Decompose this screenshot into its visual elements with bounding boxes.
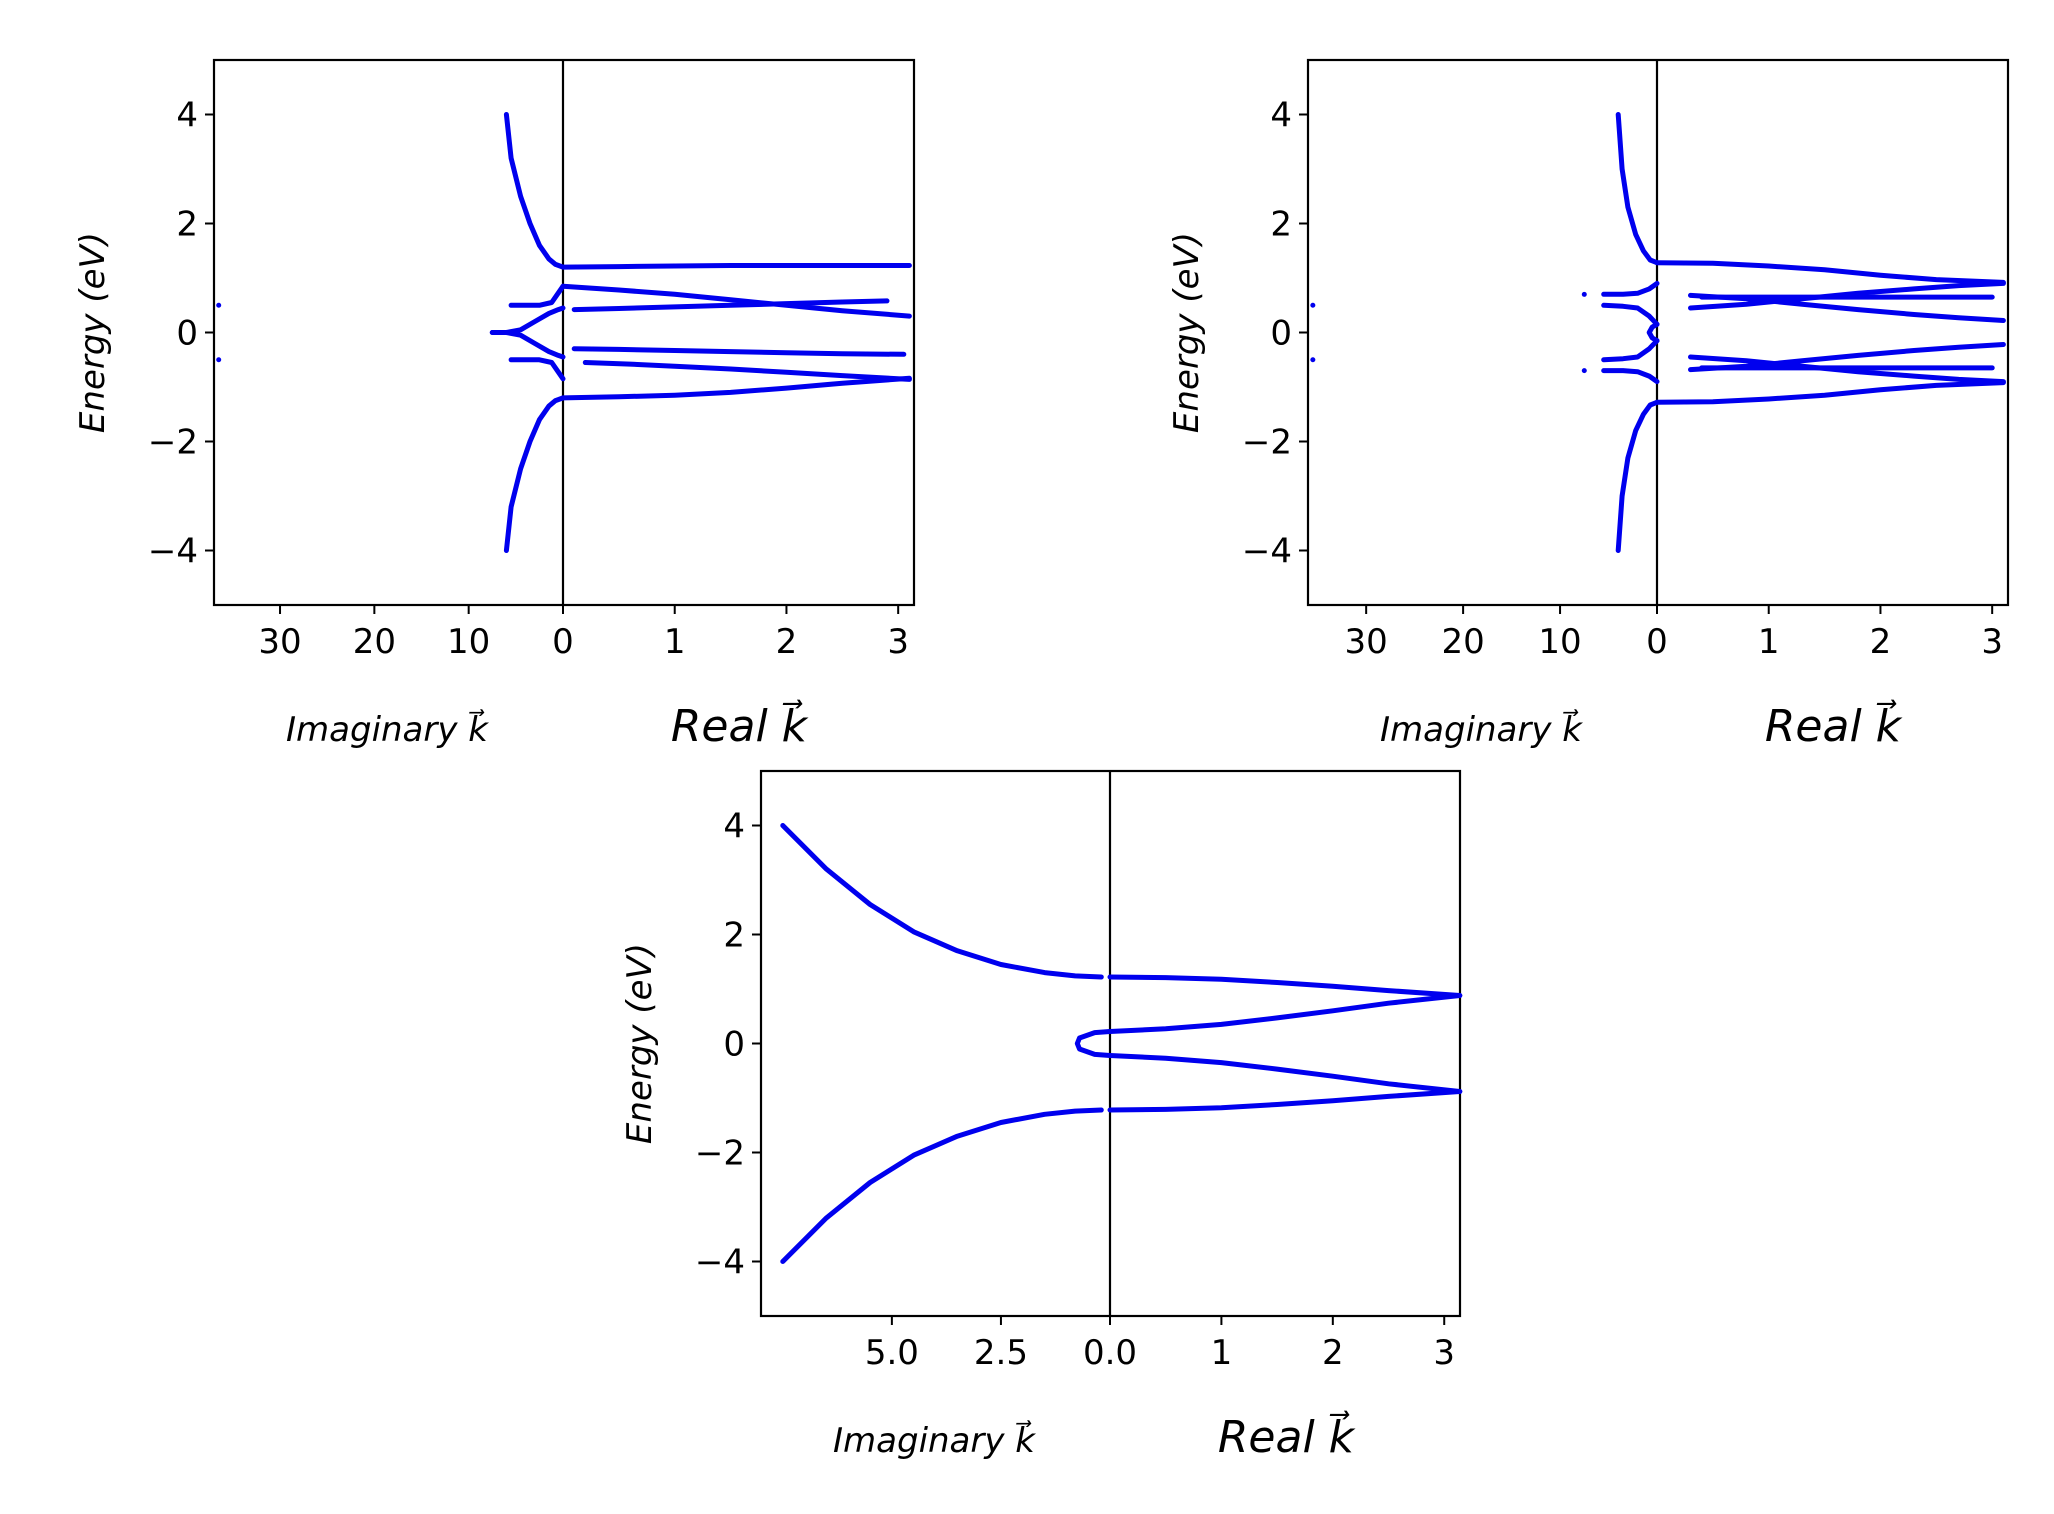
panel-top-left: −4 −2 0 2 4 30 20 10 0 1 2 3 Energy (eV) Imaginary k⃗… [73, 58, 916, 752]
imag-series-line-6 [1646, 321, 1660, 344]
y-tick-label: −2 [1242, 423, 1292, 463]
imag-series-line-0 [1615, 112, 1660, 266]
imag-x-tick-label: 20 [1441, 622, 1484, 662]
panel-bottom: −4 −2 0 2 4 5.0 2.5 0.0 1 2 3 Energy (eV) Imaginary … [620, 769, 1463, 1463]
y-tick-label: −4 [148, 532, 198, 572]
y-tick-label: 0 [176, 314, 198, 354]
real-series-line-5 [582, 360, 912, 382]
real-series-line-2 [560, 283, 912, 319]
imag-x-tick-label: 2.5 [974, 1333, 1028, 1373]
imag-point-0 [216, 302, 222, 308]
imag-series-line-1 [1615, 399, 1660, 553]
imag-point-3 [1581, 368, 1587, 374]
imag-series-line-3 [508, 357, 566, 382]
real-x-tick-label: 3 [1433, 1333, 1455, 1373]
real-x-tick-label: 2 [1870, 622, 1892, 662]
real-x-axis-label: Real k⃗ [1765, 699, 1903, 752]
imag-x-tick-label: 10 [1538, 622, 1581, 662]
real-series-line-0 [560, 375, 912, 401]
y-axis-label: Energy (eV) [620, 943, 660, 1144]
panel-top-right: −4 −2 0 2 4 30 20 10 0 1 2 3 Energy (eV) Imaginary k⃗… [1167, 58, 2010, 752]
real-series-line-1 [1107, 1089, 1463, 1113]
real-x-tick-label: 1 [664, 622, 686, 662]
imag-x-tick-label: 0.0 [1083, 1333, 1137, 1373]
real-series-line-3 [1107, 1053, 1463, 1094]
real-x-tick-label: 3 [887, 622, 909, 662]
imag-series-line-2 [1074, 1029, 1113, 1058]
imag-series-line-4 [1601, 368, 1660, 385]
y-tick-label: −2 [695, 1134, 745, 1174]
y-tick-label: 2 [1270, 205, 1292, 245]
real-x-tick-label: 1 [1211, 1333, 1233, 1373]
imag-point-1 [216, 357, 222, 363]
real-series-line-3 [571, 298, 890, 313]
y-tick-label: 0 [723, 1025, 745, 1065]
imag-series-line-0 [503, 112, 566, 270]
y-axis-label: Energy (eV) [1167, 232, 1207, 433]
imag-series-line-0 [780, 823, 1104, 980]
real-series-line-4 [571, 346, 907, 357]
real-x-tick-label: 2 [1322, 1333, 1344, 1373]
y-tick-label: −4 [695, 1243, 745, 1283]
y-axis-label: Energy (eV) [73, 232, 113, 433]
real-series-line-1 [560, 263, 912, 270]
imag-point-1 [1310, 357, 1316, 363]
imag-series-line-1 [780, 1107, 1104, 1264]
imag-x-tick-label: 0 [1646, 622, 1668, 662]
real-x-axis-label: Real k⃗ [671, 699, 809, 752]
real-series-line-2 [1107, 993, 1463, 1034]
imag-x-tick-label: 5.0 [865, 1333, 919, 1373]
imag-x-axis-label: Imaginary k⃗ [833, 1420, 1036, 1461]
imag-series-line-1 [503, 395, 566, 553]
y-tick-label: −2 [148, 423, 198, 463]
imag-x-tick-label: 30 [1345, 622, 1388, 662]
y-tick-label: 4 [723, 807, 745, 847]
y-tick-label: 4 [176, 96, 198, 136]
imag-series-line-5 [489, 330, 566, 360]
y-tick-label: 0 [1270, 314, 1292, 354]
real-series-line-5 [1688, 354, 2006, 385]
imag-series-line-3 [1601, 302, 1660, 327]
y-tick-label: 4 [1270, 96, 1292, 136]
real-x-tick-label: 2 [776, 622, 798, 662]
imag-point-0 [1310, 302, 1316, 308]
real-series-line-1 [1654, 380, 2006, 405]
imag-series-line-2 [508, 283, 566, 308]
imag-x-axis-label: Imaginary k⃗ [1380, 709, 1583, 750]
real-x-tick-label: 3 [1981, 622, 2003, 662]
imag-point-2 [1581, 291, 1587, 297]
imag-x-axis-label: Imaginary k⃗ [286, 709, 489, 750]
real-series-line-2 [1688, 280, 2006, 311]
real-series-line-0 [1654, 260, 2006, 285]
real-x-axis-label: Real k⃗ [1218, 1410, 1356, 1463]
imag-series-line-5 [1601, 338, 1660, 363]
imag-series-line-2 [1601, 280, 1660, 297]
real-series-line-0 [1107, 974, 1463, 998]
imag-series-line-4 [489, 305, 566, 335]
y-tick-label: −4 [1242, 532, 1292, 572]
real-x-tick-label: 1 [1758, 622, 1780, 662]
imag-x-tick-label: 20 [353, 622, 396, 662]
imag-x-tick-label: 30 [258, 622, 301, 662]
y-tick-label: 2 [176, 205, 198, 245]
imag-x-tick-label: 10 [447, 622, 490, 662]
y-tick-label: 2 [723, 916, 745, 956]
imag-x-tick-label: 0 [552, 622, 574, 662]
